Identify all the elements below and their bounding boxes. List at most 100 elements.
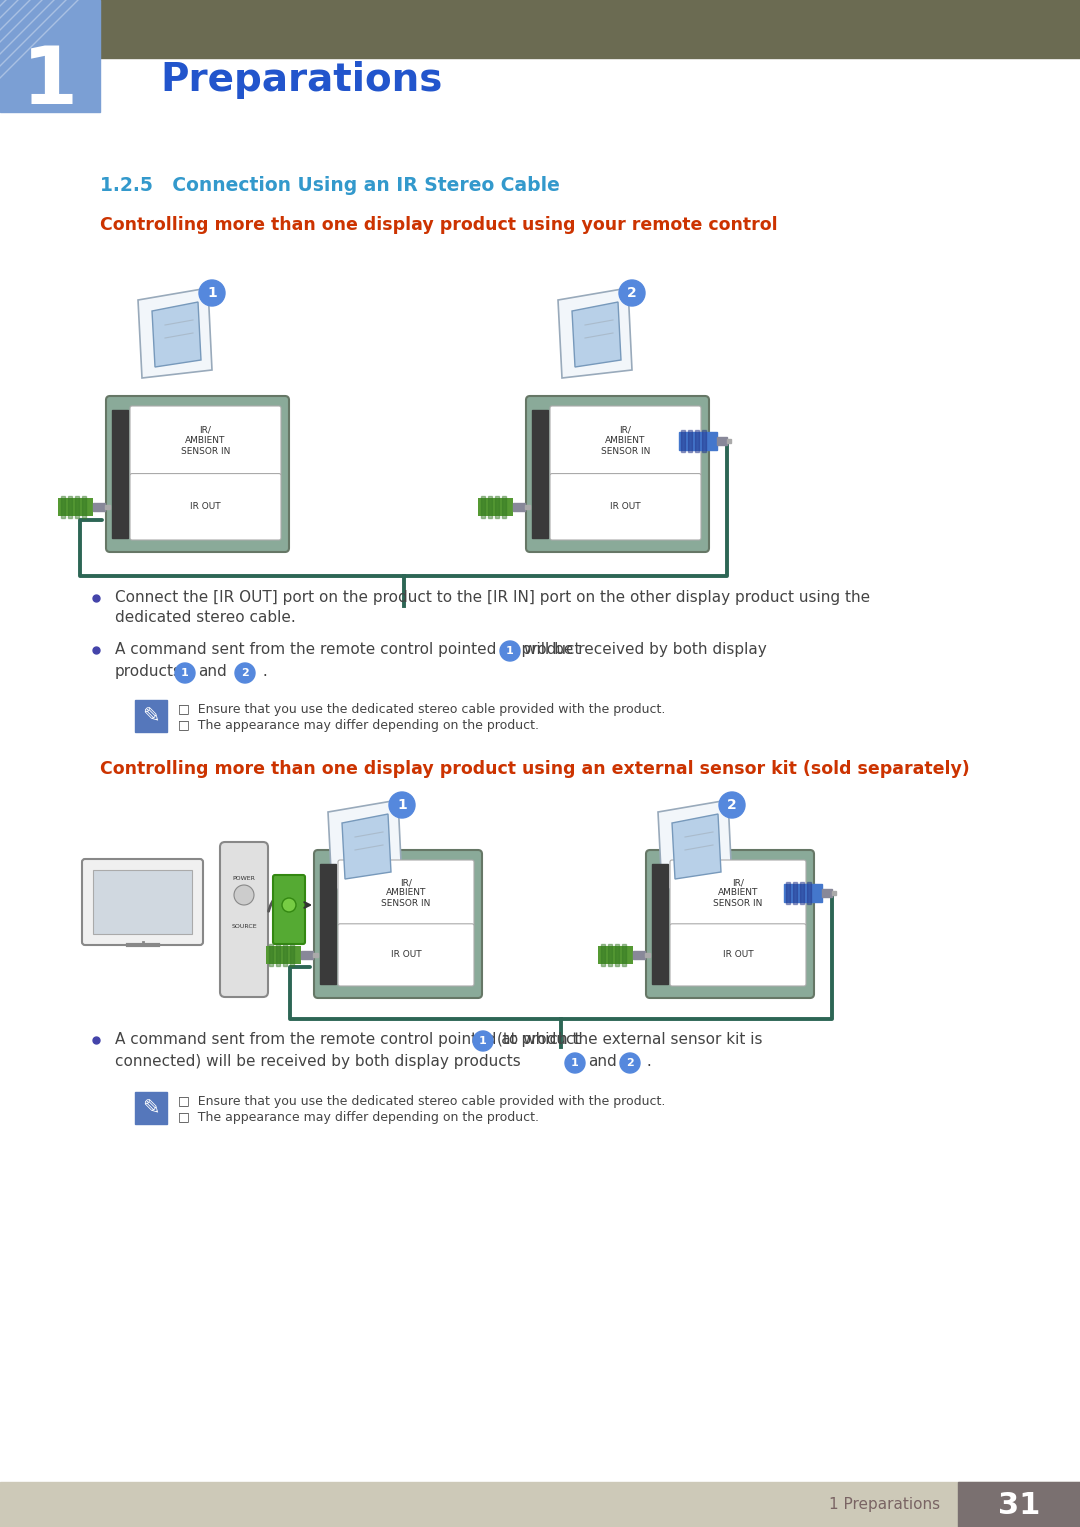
Text: IR/
AMBIENT
SENSOR IN: IR/ AMBIENT SENSOR IN xyxy=(600,426,650,455)
FancyBboxPatch shape xyxy=(670,924,806,986)
Bar xyxy=(478,498,513,516)
Text: IR/
AMBIENT
SENSOR IN: IR/ AMBIENT SENSOR IN xyxy=(381,878,431,907)
Bar xyxy=(60,496,65,518)
Bar xyxy=(717,437,727,444)
Circle shape xyxy=(620,1054,640,1073)
FancyBboxPatch shape xyxy=(338,924,474,986)
Bar xyxy=(313,953,318,957)
Text: connected) will be received by both display products: connected) will be received by both disp… xyxy=(114,1054,521,1069)
Text: A command sent from the remote control pointed at product: A command sent from the remote control p… xyxy=(114,1032,581,1048)
Text: will be received by both display: will be received by both display xyxy=(524,641,767,657)
Bar xyxy=(276,944,280,967)
FancyBboxPatch shape xyxy=(220,841,268,997)
Text: and: and xyxy=(588,1054,617,1069)
Bar xyxy=(0,1483,1080,1527)
Bar xyxy=(105,505,110,508)
Circle shape xyxy=(234,886,254,906)
Bar xyxy=(600,944,605,967)
Circle shape xyxy=(389,793,415,818)
Text: □  Ensure that you use the dedicated stereo cable provided with the product.: □ Ensure that you use the dedicated ster… xyxy=(178,702,665,716)
Bar xyxy=(807,883,811,904)
Bar xyxy=(679,432,717,450)
Text: IR OUT: IR OUT xyxy=(723,950,754,959)
Text: IR/
AMBIENT
SENSOR IN: IR/ AMBIENT SENSOR IN xyxy=(180,426,230,455)
FancyBboxPatch shape xyxy=(550,406,701,475)
Bar xyxy=(622,944,626,967)
Text: IR OUT: IR OUT xyxy=(391,950,421,959)
Bar xyxy=(82,496,86,518)
Text: 31: 31 xyxy=(998,1490,1040,1519)
Text: 1: 1 xyxy=(480,1035,487,1046)
Bar xyxy=(615,944,619,967)
Bar xyxy=(291,944,294,967)
Text: .: . xyxy=(258,664,268,680)
Bar xyxy=(112,411,129,538)
FancyBboxPatch shape xyxy=(338,860,474,925)
Bar xyxy=(652,864,669,983)
Polygon shape xyxy=(328,800,402,890)
Bar xyxy=(958,1483,1080,1527)
Bar xyxy=(68,496,72,518)
Text: 2: 2 xyxy=(627,286,637,299)
Polygon shape xyxy=(342,814,391,880)
Bar xyxy=(269,944,273,967)
Text: □  The appearance may differ depending on the product.: □ The appearance may differ depending on… xyxy=(178,1112,539,1124)
Bar xyxy=(513,502,525,510)
Polygon shape xyxy=(572,302,621,366)
Text: IR/
AMBIENT
SENSOR IN: IR/ AMBIENT SENSOR IN xyxy=(713,878,762,907)
Text: 1: 1 xyxy=(22,43,78,121)
Bar xyxy=(135,1092,167,1124)
Bar xyxy=(608,944,612,967)
Bar xyxy=(727,438,731,443)
Bar xyxy=(135,699,167,731)
FancyBboxPatch shape xyxy=(82,860,203,945)
Text: ✎: ✎ xyxy=(143,1098,160,1118)
Polygon shape xyxy=(672,814,721,880)
Polygon shape xyxy=(658,800,732,890)
Text: 1: 1 xyxy=(181,667,189,678)
Text: products: products xyxy=(114,664,183,680)
Bar xyxy=(488,496,492,518)
Circle shape xyxy=(565,1054,585,1073)
Bar xyxy=(301,951,313,959)
FancyBboxPatch shape xyxy=(314,851,482,999)
Text: SOURCE: SOURCE xyxy=(231,924,257,930)
Circle shape xyxy=(235,663,255,683)
Bar xyxy=(786,883,789,904)
Bar xyxy=(93,870,192,935)
FancyBboxPatch shape xyxy=(106,395,289,551)
FancyBboxPatch shape xyxy=(550,473,701,541)
Bar xyxy=(502,496,507,518)
Bar xyxy=(598,945,633,964)
Circle shape xyxy=(282,898,296,912)
Text: POWER: POWER xyxy=(232,876,256,881)
Bar xyxy=(832,890,836,895)
Bar xyxy=(702,429,706,452)
FancyBboxPatch shape xyxy=(273,875,305,944)
Text: 2: 2 xyxy=(626,1058,634,1067)
Circle shape xyxy=(473,1031,492,1051)
Text: 1: 1 xyxy=(571,1058,579,1067)
Polygon shape xyxy=(558,289,632,379)
FancyBboxPatch shape xyxy=(646,851,814,999)
Polygon shape xyxy=(138,289,212,379)
Bar xyxy=(633,951,645,959)
Bar xyxy=(75,496,79,518)
Text: 1: 1 xyxy=(207,286,217,299)
Bar xyxy=(320,864,336,983)
Text: 2: 2 xyxy=(241,667,248,678)
Text: 1 Preparations: 1 Preparations xyxy=(828,1498,940,1513)
Circle shape xyxy=(199,279,225,305)
Text: 2: 2 xyxy=(727,799,737,812)
Bar xyxy=(58,498,93,516)
Bar xyxy=(93,502,105,510)
Bar xyxy=(800,883,804,904)
Bar xyxy=(0,0,1080,58)
Text: IR OUT: IR OUT xyxy=(190,502,220,512)
Text: .: . xyxy=(642,1054,651,1069)
FancyBboxPatch shape xyxy=(130,473,281,541)
Text: 1: 1 xyxy=(397,799,407,812)
Bar xyxy=(0,0,100,111)
Circle shape xyxy=(500,641,519,661)
Circle shape xyxy=(619,279,645,305)
